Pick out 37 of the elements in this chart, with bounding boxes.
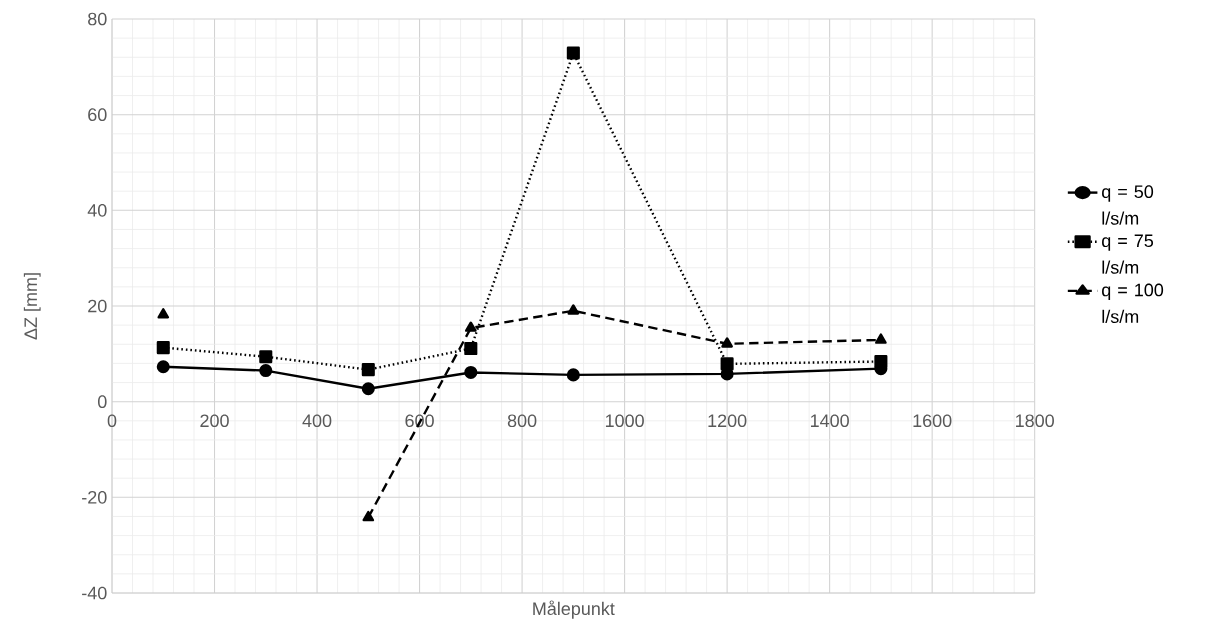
y-tick-label: 40 <box>87 203 107 217</box>
point <box>465 321 477 332</box>
y-tick-label: 20 <box>88 299 107 313</box>
point <box>567 304 580 315</box>
point <box>361 382 375 396</box>
y-axis-title: ΔZ [mm] <box>23 273 41 340</box>
point <box>361 363 375 377</box>
point <box>464 365 478 380</box>
x-tick-label: 1600 <box>913 414 952 428</box>
point <box>156 341 170 355</box>
point <box>720 357 734 371</box>
point <box>156 360 170 374</box>
point <box>259 350 273 364</box>
x-tick-label: 1000 <box>605 414 644 428</box>
point <box>157 308 170 319</box>
point <box>721 337 733 348</box>
x-tick-label: 1400 <box>810 414 849 428</box>
legend-label: q = 100 l/s/m <box>1102 283 1164 324</box>
x-tick-label: 200 <box>200 414 229 428</box>
point <box>464 342 478 356</box>
point <box>874 354 888 369</box>
y-tick-label: -40 <box>82 586 107 600</box>
point <box>566 368 580 382</box>
y-tick-label: 80 <box>88 12 107 26</box>
point <box>875 333 887 344</box>
x-axis-title: Målepunkt <box>533 600 615 619</box>
point <box>259 364 273 378</box>
x-tick-label: 800 <box>507 414 537 428</box>
point <box>566 46 580 60</box>
y-tick-label: 60 <box>88 108 107 122</box>
point <box>362 510 375 522</box>
x-tick-label: 1200 <box>708 414 747 428</box>
y-tick-label: -20 <box>82 490 107 504</box>
y-tick-label: 0 <box>97 395 107 409</box>
x-tick-label: 400 <box>302 414 332 428</box>
x-tick-label: 0 <box>107 414 117 428</box>
x-tick-label: 1800 <box>1016 414 1054 428</box>
